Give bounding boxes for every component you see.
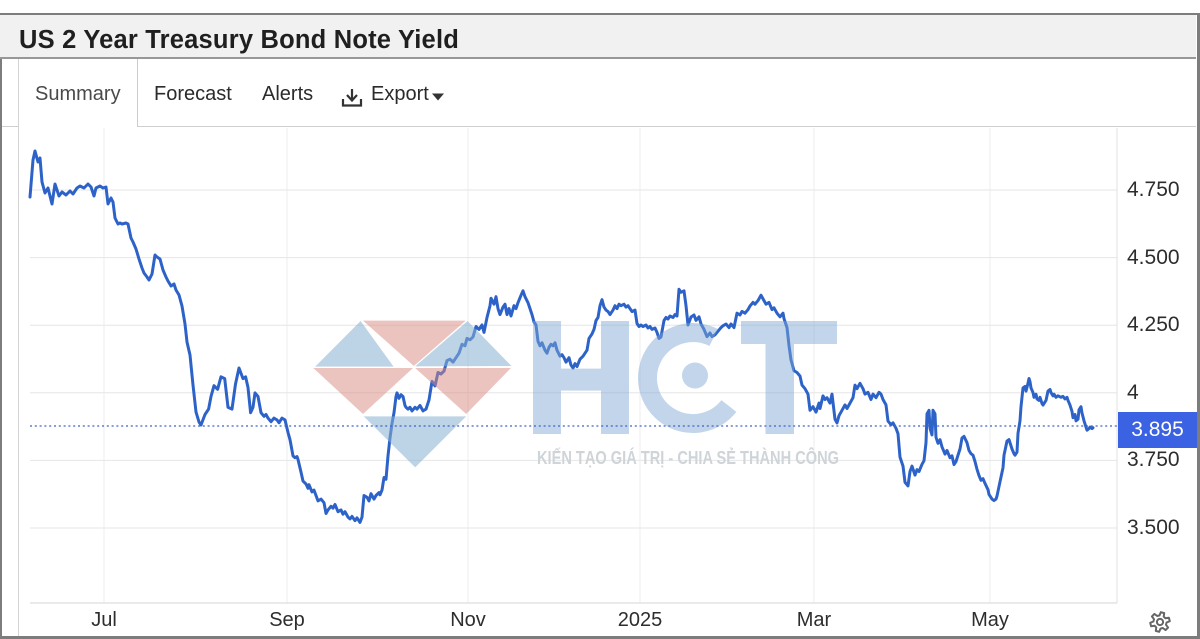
svg-text:KIẾN TẠO GIÁ TRỊ - CHIA SẺ THÀ: KIẾN TẠO GIÁ TRỊ - CHIA SẺ THÀNH CÔNG bbox=[537, 447, 839, 468]
